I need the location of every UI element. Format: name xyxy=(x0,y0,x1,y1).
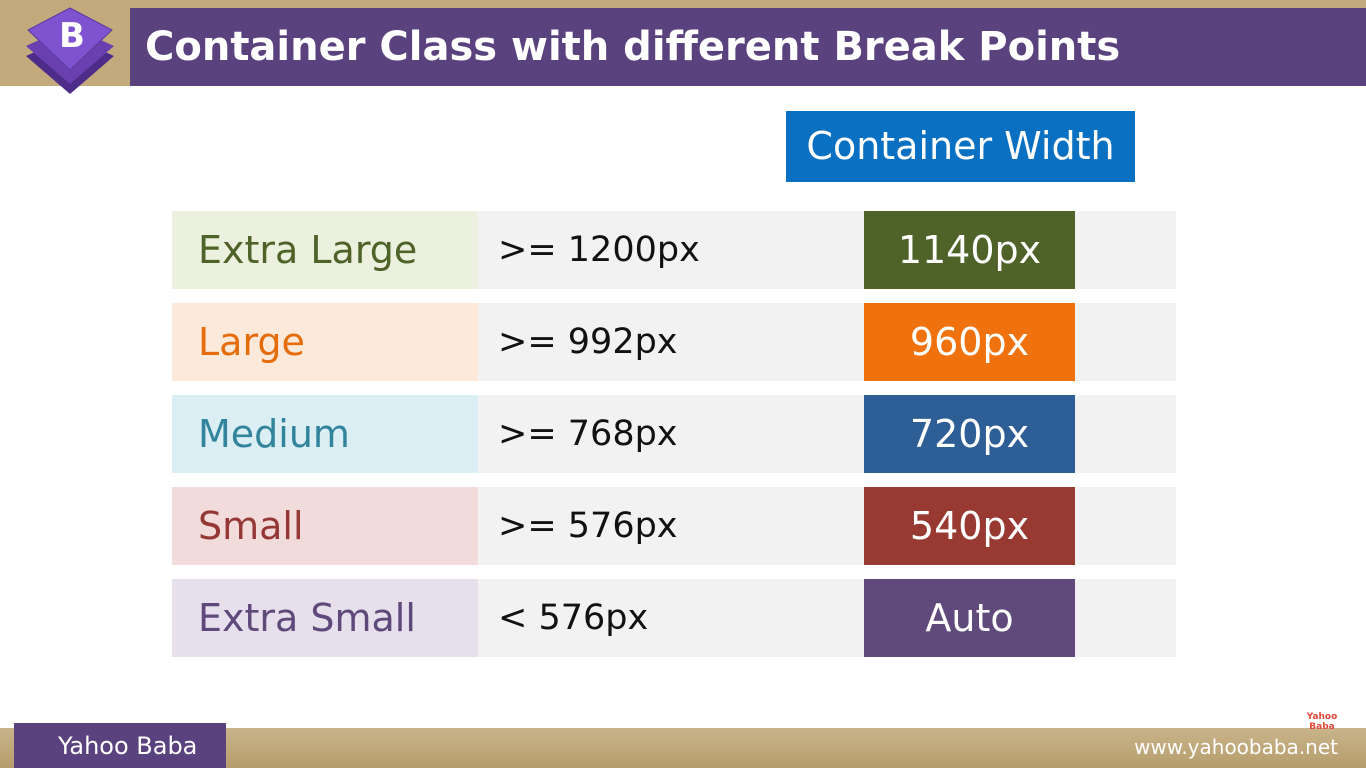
breakpoint: >= 992px xyxy=(498,322,678,362)
size-name: Small xyxy=(172,487,478,565)
size-name: Large xyxy=(172,303,478,381)
logo xyxy=(26,7,114,94)
table-row: Small >= 576px 540px xyxy=(172,487,1176,565)
breakpoint: < 576px xyxy=(498,598,649,638)
url: www.yahoobaba.net xyxy=(1134,735,1338,759)
container-width: 540px xyxy=(864,487,1075,565)
container-width: Auto xyxy=(864,579,1075,657)
breakpoint: >= 768px xyxy=(498,414,678,454)
container-width: 720px xyxy=(864,395,1075,473)
container-width: 1140px xyxy=(864,211,1075,289)
table-row: Medium >= 768px 720px xyxy=(172,395,1176,473)
column-header: Container Width xyxy=(786,111,1135,182)
brand: Yahoo Baba xyxy=(14,723,226,768)
size-name: Extra Large xyxy=(172,211,478,289)
breakpoint: >= 576px xyxy=(498,506,678,546)
footer-background xyxy=(0,728,1366,768)
table-row: Large >= 992px 960px xyxy=(172,303,1176,381)
breakpoint: >= 1200px xyxy=(498,230,700,270)
size-name: Extra Small xyxy=(172,579,478,657)
table-row: Extra Large >= 1200px 1140px xyxy=(172,211,1176,289)
title-bar xyxy=(130,8,1366,86)
container-width: 960px xyxy=(864,303,1075,381)
logo-letter: B xyxy=(59,16,85,56)
table-row: Extra Small < 576px Auto xyxy=(172,579,1176,657)
watermark: Yahoo Baba xyxy=(1306,712,1338,732)
slide-title: Container Class with different Break Poi… xyxy=(145,24,1121,70)
size-name: Medium xyxy=(172,395,478,473)
